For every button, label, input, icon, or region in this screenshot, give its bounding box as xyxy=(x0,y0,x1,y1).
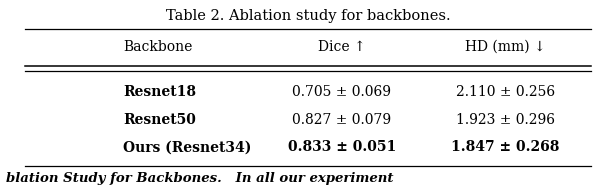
Text: 1.847 ± 0.268: 1.847 ± 0.268 xyxy=(451,140,559,154)
Text: 0.705 ± 0.069: 0.705 ± 0.069 xyxy=(293,85,391,99)
Text: Resnet50: Resnet50 xyxy=(123,113,196,127)
Text: Ours (Resnet34): Ours (Resnet34) xyxy=(123,140,251,154)
Text: 0.833 ± 0.051: 0.833 ± 0.051 xyxy=(288,140,396,154)
Text: blation Study for Backbones.   In all our experiment: blation Study for Backbones. In all our … xyxy=(6,172,394,185)
Text: 0.827 ± 0.079: 0.827 ± 0.079 xyxy=(293,113,391,127)
Text: Resnet18: Resnet18 xyxy=(123,85,197,99)
Text: Dice ↑: Dice ↑ xyxy=(318,40,366,54)
Text: Table 2. Ablation study for backbones.: Table 2. Ablation study for backbones. xyxy=(166,9,450,23)
Text: Backbone: Backbone xyxy=(123,40,193,54)
Text: 1.923 ± 0.296: 1.923 ± 0.296 xyxy=(456,113,554,127)
Text: 2.110 ± 0.256: 2.110 ± 0.256 xyxy=(456,85,554,99)
Text: HD (mm) ↓: HD (mm) ↓ xyxy=(465,40,545,54)
